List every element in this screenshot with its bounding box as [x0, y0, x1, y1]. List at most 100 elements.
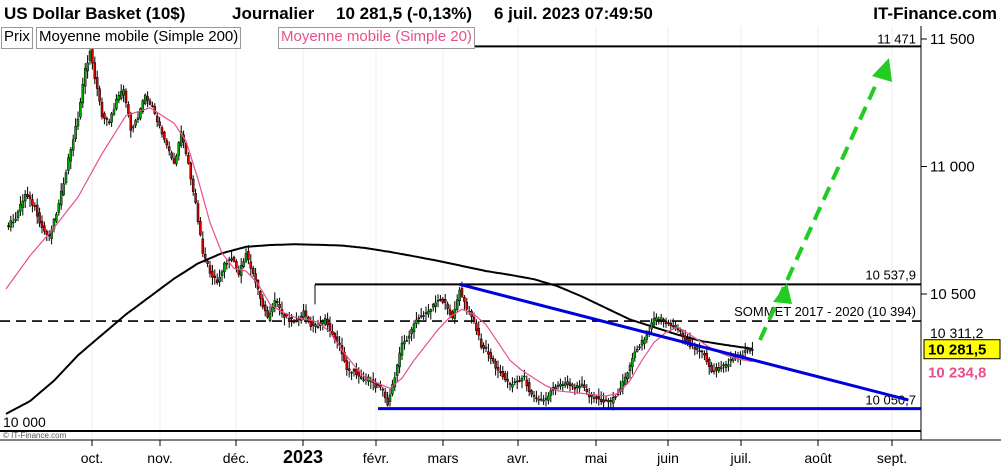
candle-body: [261, 298, 265, 308]
candle: [9, 215, 13, 232]
candle: [355, 362, 358, 380]
candle-body: [611, 396, 615, 404]
candle-body: [79, 101, 82, 118]
legend-ma200[interactable]: Moyenne mobile (Simple 200): [36, 27, 242, 49]
candle: [638, 343, 641, 351]
candle-body: [103, 113, 106, 119]
candle: [434, 295, 437, 313]
candle: [321, 319, 325, 331]
candle-body: [11, 221, 15, 224]
ma200-value-label: 10 311,2: [930, 325, 984, 341]
candle: [592, 391, 596, 403]
candle: [100, 97, 104, 120]
candle: [580, 376, 584, 388]
candle-body: [323, 318, 327, 325]
candle-body: [98, 88, 101, 102]
candle-body: [448, 309, 452, 315]
candle: [506, 371, 509, 389]
candle: [328, 316, 332, 338]
candle-body: [158, 121, 161, 126]
level-label-high: 11 471: [877, 31, 916, 46]
candle: [179, 125, 183, 148]
candle: [446, 301, 449, 315]
candle: [621, 373, 625, 395]
candle: [71, 134, 75, 157]
candle: [674, 320, 677, 331]
candle-body: [259, 291, 262, 299]
y-tick-label: 11 000: [930, 159, 975, 176]
candle: [669, 319, 673, 330]
candle: [362, 371, 365, 383]
candle-body: [439, 299, 442, 301]
candle: [664, 317, 668, 328]
candle-body: [266, 310, 269, 318]
candle-body: [271, 306, 274, 313]
candle: [278, 297, 281, 316]
candle-body: [167, 146, 171, 152]
candle-body: [326, 318, 329, 326]
candle: [199, 217, 202, 237]
candle: [575, 381, 579, 394]
candle-body: [532, 395, 536, 397]
candle-body: [662, 319, 665, 321]
candle: [597, 388, 601, 406]
x-tick-label: mars: [427, 450, 458, 466]
candle: [263, 300, 267, 317]
legend-ma20[interactable]: Moyenne mobile (Simple 20): [278, 27, 475, 49]
candle-body: [328, 322, 332, 331]
candle-body: [712, 370, 716, 373]
axes: 11 500 11 000 10 500 10 311,210 281,5 10 234…: [0, 26, 1001, 467]
candle: [62, 177, 65, 196]
candle: [14, 212, 17, 223]
candle: [520, 375, 524, 389]
candle-body: [40, 220, 44, 228]
candle: [403, 334, 406, 350]
candle: [81, 77, 85, 109]
quote-datetime: 6 juil. 2023 07:49:50: [494, 4, 653, 23]
candle-body: [506, 379, 509, 382]
candle-body: [91, 49, 94, 64]
candle-body: [604, 399, 608, 402]
candle: [479, 333, 483, 350]
candle: [122, 85, 125, 102]
candle-body: [491, 358, 495, 362]
level-lines: 11 471 10 537,9 SOMMET 2017 - 2020 (10 394…: [0, 31, 921, 440]
candle: [259, 290, 262, 307]
period-label: Journalier: [232, 4, 315, 23]
candle-body: [515, 380, 519, 383]
candle-body: [383, 391, 387, 399]
candle-body: [707, 358, 711, 367]
candle-body: [304, 310, 308, 317]
candle-body: [578, 386, 581, 389]
candle-body: [537, 398, 541, 401]
candle-body: [117, 95, 121, 101]
candle-body: [287, 318, 291, 322]
candle: [309, 316, 313, 331]
candle-body: [155, 115, 159, 122]
candle-body: [683, 335, 687, 341]
candle-body: [146, 96, 149, 101]
candle-body: [573, 386, 577, 390]
legend-price[interactable]: Prix: [1, 27, 33, 49]
candle: [671, 318, 675, 329]
candle: [407, 330, 411, 345]
candle-body: [247, 250, 250, 260]
candle-body: [9, 220, 13, 228]
candle: [184, 141, 188, 157]
candle-body: [225, 262, 229, 265]
candle-body: [417, 317, 421, 320]
candle-body: [232, 256, 236, 262]
candle: [571, 382, 574, 391]
candle-body: [422, 315, 425, 317]
candle-body: [398, 352, 401, 368]
candle: [508, 381, 512, 391]
x-tick-label: août: [804, 450, 831, 466]
candle-body: [751, 349, 754, 351]
candle: [50, 225, 53, 245]
candle: [208, 260, 212, 278]
candle-body: [33, 205, 37, 207]
candle-body: [283, 314, 286, 318]
candle-body: [609, 400, 613, 402]
candle: [194, 188, 197, 205]
